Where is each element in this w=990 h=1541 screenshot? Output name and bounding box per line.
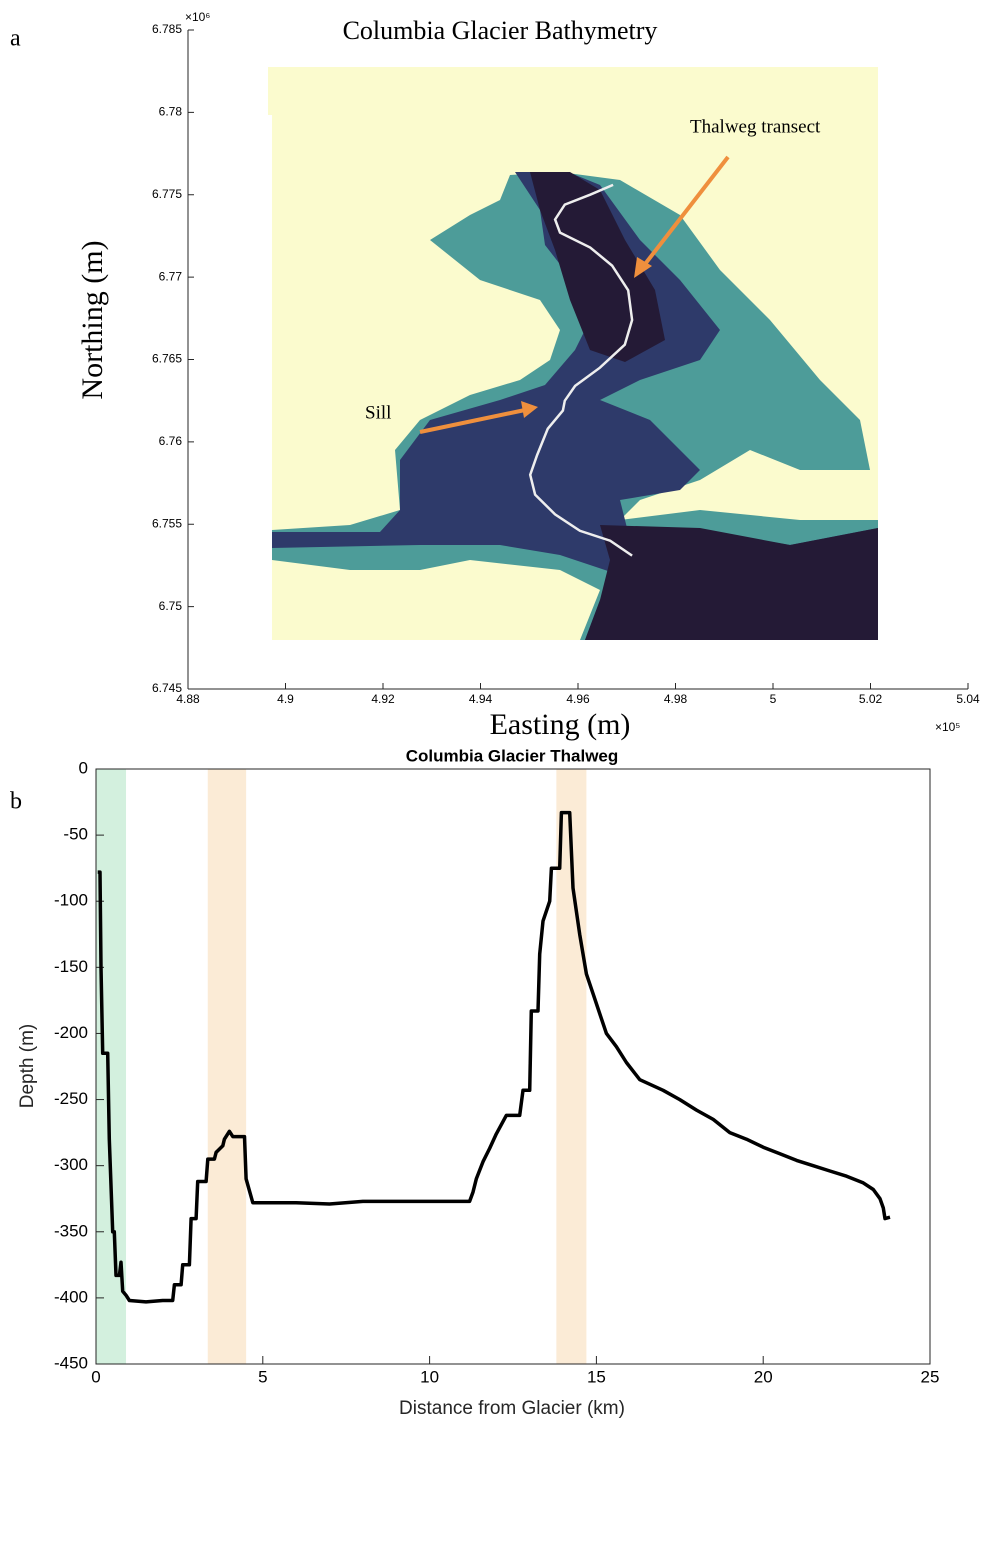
x-axis-label: Distance from Glacier (km)	[399, 1398, 625, 1419]
x-tick-label: 4.96	[566, 692, 590, 706]
shaded-region	[207, 769, 247, 1364]
x-tick-label: 25	[921, 1367, 940, 1386]
y-tick-label: 6.785	[152, 22, 182, 36]
y-tick-label: 6.76	[159, 434, 183, 448]
x-tick-label: 15	[587, 1367, 606, 1386]
x-tick-label: 0	[91, 1367, 100, 1386]
y-tick-label: -200	[54, 1023, 88, 1042]
y-tick-label: 6.77	[159, 269, 183, 283]
y-tick-label: -250	[54, 1089, 88, 1108]
x-tick-label: 5	[770, 692, 777, 706]
annotation-arrow	[419, 408, 526, 434]
x-tick-label: 4.88	[176, 692, 200, 706]
arrowhead	[634, 257, 652, 278]
annotation-arrow	[640, 155, 730, 270]
x-tick-label: 5	[258, 1367, 267, 1386]
y-multiplier: ×10⁶	[185, 10, 210, 24]
x-tick-label: 4.9	[277, 692, 294, 706]
y-tick-label: 6.745	[152, 681, 182, 695]
y-axis-label: Depth (m)	[17, 1024, 38, 1108]
y-tick-label: -350	[54, 1221, 88, 1240]
y-tick-label: -400	[54, 1287, 88, 1306]
y-tick-label: -100	[54, 891, 88, 910]
y-tick-label: 6.775	[152, 187, 182, 201]
arrowhead	[521, 401, 538, 418]
x-tick-label: 4.94	[469, 692, 493, 706]
chart-title: Columbia Glacier Bathymetry	[343, 16, 658, 45]
x-tick-label: 5.04	[956, 692, 980, 706]
deep-water	[585, 525, 878, 640]
thalweg-line	[528, 183, 634, 557]
y-tick-label: -150	[54, 957, 88, 976]
y-axis-label: Northing (m)	[76, 240, 109, 399]
y-tick-label: -300	[54, 1155, 88, 1174]
y-tick-label: -450	[54, 1353, 88, 1372]
x-axis-label: Easting (m)	[490, 708, 631, 741]
plot-frame	[95, 768, 931, 1365]
x-tick-label: 4.92	[371, 692, 395, 706]
y-tick-label: -50	[63, 825, 88, 844]
panel-label: b	[10, 789, 22, 815]
y-tick-label: 6.75	[159, 599, 183, 613]
x-tick-label: 4.98	[664, 692, 688, 706]
map-layers	[268, 67, 878, 640]
depth-line	[97, 810, 891, 1304]
x-tick-label: 5.02	[859, 692, 883, 706]
y-tick-label: 6.78	[159, 105, 183, 119]
x-tick-label: 20	[754, 1367, 773, 1386]
mid-water	[272, 172, 878, 640]
y-tick-label: 6.765	[152, 352, 182, 366]
y-tick-label: 0	[79, 758, 88, 777]
chart-title: Columbia Glacier Thalweg	[406, 746, 619, 765]
annotation: Thalweg transect	[690, 116, 821, 137]
y-tick-label: 6.755	[152, 516, 182, 530]
annotation: Sill	[365, 402, 391, 423]
panel-label: a	[10, 26, 21, 52]
x-multiplier: ×10⁵	[935, 720, 960, 734]
x-tick-label: 10	[420, 1367, 439, 1386]
